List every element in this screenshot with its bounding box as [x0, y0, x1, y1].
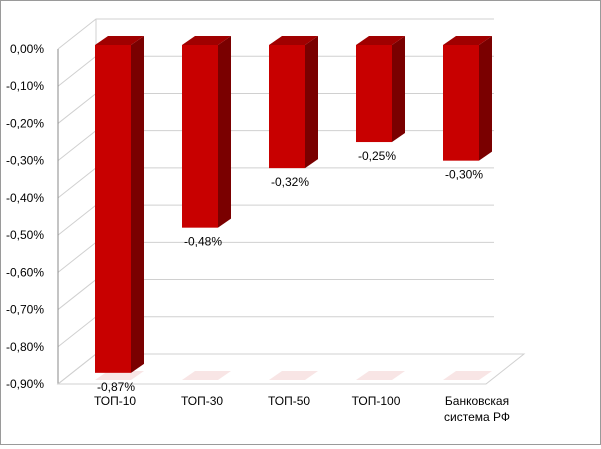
chart-floor	[56, 353, 526, 385]
category-label: ТОП-30	[181, 394, 223, 408]
bar	[95, 36, 144, 380]
data-label: -0,30%	[445, 168, 483, 182]
data-label: -0,32%	[271, 175, 309, 189]
bar-shadow	[95, 371, 144, 380]
y-tick-label: 0,00%	[10, 42, 44, 56]
category-label-line: ТОП-100	[352, 394, 401, 408]
bar-front	[443, 45, 479, 161]
bar	[356, 36, 405, 380]
category-label-line: Банковская	[445, 394, 509, 408]
category-label-line: ТОП-50	[268, 394, 310, 408]
bar-front	[269, 45, 305, 169]
bar-shadow	[269, 371, 318, 380]
bar-side	[392, 36, 405, 143]
category-label-line: ТОП-30	[181, 394, 223, 408]
y-tick-label: -0,70%	[6, 303, 44, 317]
category-label: ТОП-10	[94, 394, 136, 408]
bar-side	[218, 36, 231, 228]
bar	[182, 36, 231, 380]
y-axis-ticks: 0,00% -0,10% -0,20% -0,30% -0,40% -0,50% -0,60…	[6, 42, 44, 391]
category-label-line: система РФ	[444, 410, 510, 424]
category-label-line: ТОП-10	[94, 394, 136, 408]
bar-top	[443, 36, 492, 45]
y-tick-label: -0,10%	[6, 79, 44, 93]
y-tick-label: -0,50%	[6, 228, 44, 242]
bars	[95, 36, 492, 380]
category-label: ТОП-50	[268, 394, 310, 408]
bar-shadow	[443, 371, 492, 380]
y-tick-label: -0,80%	[6, 340, 44, 354]
bar-top	[182, 36, 231, 45]
bar-front	[182, 45, 218, 228]
y-tick-label: -0,40%	[6, 191, 44, 205]
category-label: Банковская система РФ	[444, 394, 510, 424]
x-axis-categories: ТОП-10 ТОП-30 ТОП-50 ТОП-100 Банковская систе…	[94, 394, 510, 424]
bar-top	[356, 36, 405, 45]
data-labels: -0,87% -0,48% -0,32% -0,25% -0,30%	[97, 149, 483, 394]
bar-side	[131, 36, 144, 373]
data-label: -0,25%	[358, 149, 396, 163]
y-tick-label: -0,30%	[6, 154, 44, 168]
bar-front	[356, 45, 392, 143]
y-tick-label: -0,20%	[6, 116, 44, 130]
bar-side	[305, 36, 318, 169]
y-tick-label: -0,60%	[6, 265, 44, 279]
bar-side	[479, 36, 492, 161]
bar-top	[269, 36, 318, 45]
bar-shadow	[182, 371, 231, 380]
bar-front	[95, 45, 131, 373]
bar	[443, 36, 492, 380]
category-label: ТОП-100	[352, 394, 401, 408]
bar	[269, 36, 318, 380]
bar-top	[95, 36, 144, 45]
data-label: -0,87%	[97, 380, 135, 394]
y-tick-label: -0,90%	[6, 377, 44, 391]
data-label: -0,48%	[184, 235, 222, 249]
bar-shadow	[356, 371, 405, 380]
